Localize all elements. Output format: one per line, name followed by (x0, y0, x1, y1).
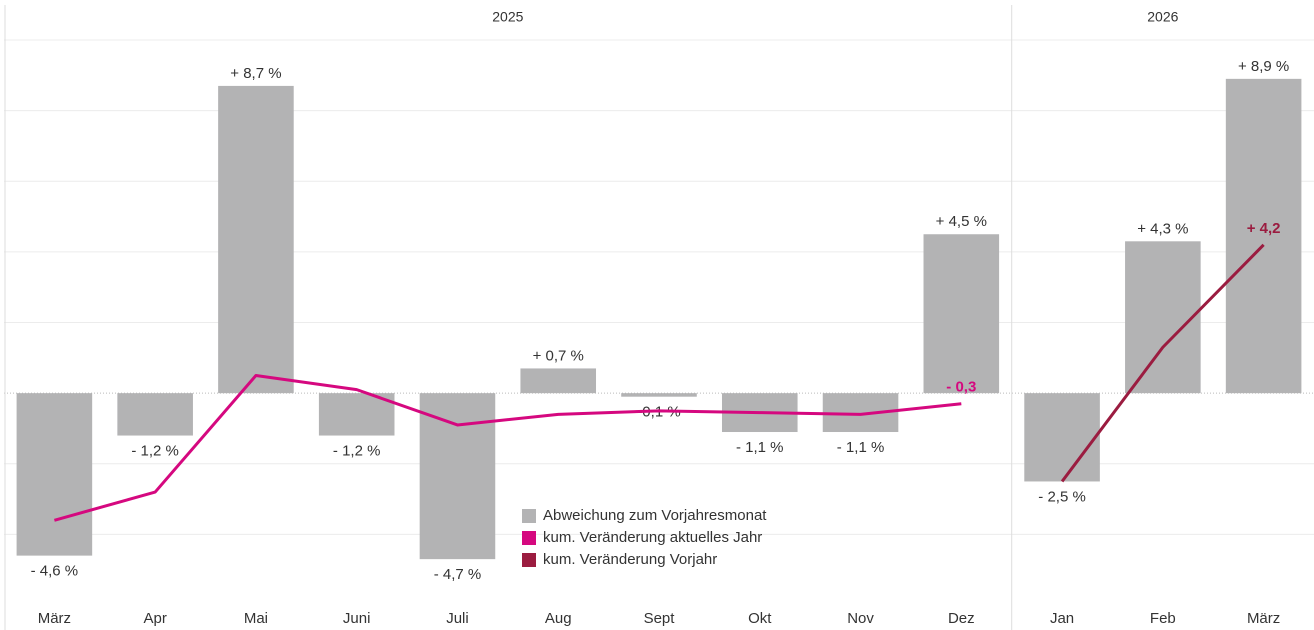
x-tick-label: Okt (748, 610, 772, 627)
legend-label: kum. Veränderung Vorjahr (543, 551, 717, 568)
data-label: - 1,2 % (131, 443, 179, 460)
data-label: + 4,5 % (936, 213, 987, 230)
legend-label: kum. Veränderung aktuelles Jahr (543, 529, 762, 546)
legend-swatch (522, 553, 536, 567)
legend-label: Abweichung zum Vorjahresmonat (543, 507, 767, 524)
line-label: + 4,2 (1247, 220, 1281, 237)
line-label: - 0,3 (946, 379, 976, 396)
data-label: + 0,7 % (533, 347, 584, 364)
bar (419, 393, 496, 560)
data-label: - 4,7 % (434, 566, 482, 583)
bar (16, 393, 93, 556)
data-label: + 4,3 % (1137, 220, 1188, 237)
x-tick-label: Mai (244, 610, 268, 627)
bar (923, 234, 1000, 394)
legend-swatch (522, 509, 536, 523)
legend-swatch (522, 531, 536, 545)
data-label: - 1,1 % (736, 439, 784, 456)
bar (621, 393, 697, 397)
x-tick-label: Juli (446, 610, 469, 627)
group-label: 2026 (1147, 9, 1178, 25)
group-label: 2025 (492, 9, 523, 25)
data-label: - 1,1 % (837, 439, 885, 456)
x-tick-label: Nov (847, 610, 874, 627)
x-tick-label: Aug (545, 610, 572, 627)
bar (218, 85, 294, 394)
bar (1024, 393, 1100, 482)
x-tick-label: Feb (1150, 610, 1176, 627)
data-label: + 8,9 % (1238, 58, 1289, 75)
bar (1125, 241, 1201, 394)
bar (520, 368, 597, 394)
x-tick-label: Apr (143, 610, 166, 627)
data-label: - 1,2 % (333, 443, 381, 460)
x-tick-label: Sept (644, 610, 676, 627)
data-label: - 2,5 % (1038, 488, 1086, 505)
bar (1225, 78, 1302, 394)
bar (318, 393, 395, 436)
x-tick-label: Jan (1050, 610, 1074, 627)
bar (117, 393, 193, 436)
x-tick-label: März (38, 610, 71, 627)
data-label: - 4,6 % (31, 563, 79, 580)
x-tick-label: Dez (948, 610, 975, 627)
x-tick-label: März (1247, 610, 1280, 627)
line (1060, 243, 1265, 483)
x-tick-label: Juni (343, 610, 371, 627)
line (53, 374, 962, 522)
data-label: + 8,7 % (230, 65, 281, 82)
